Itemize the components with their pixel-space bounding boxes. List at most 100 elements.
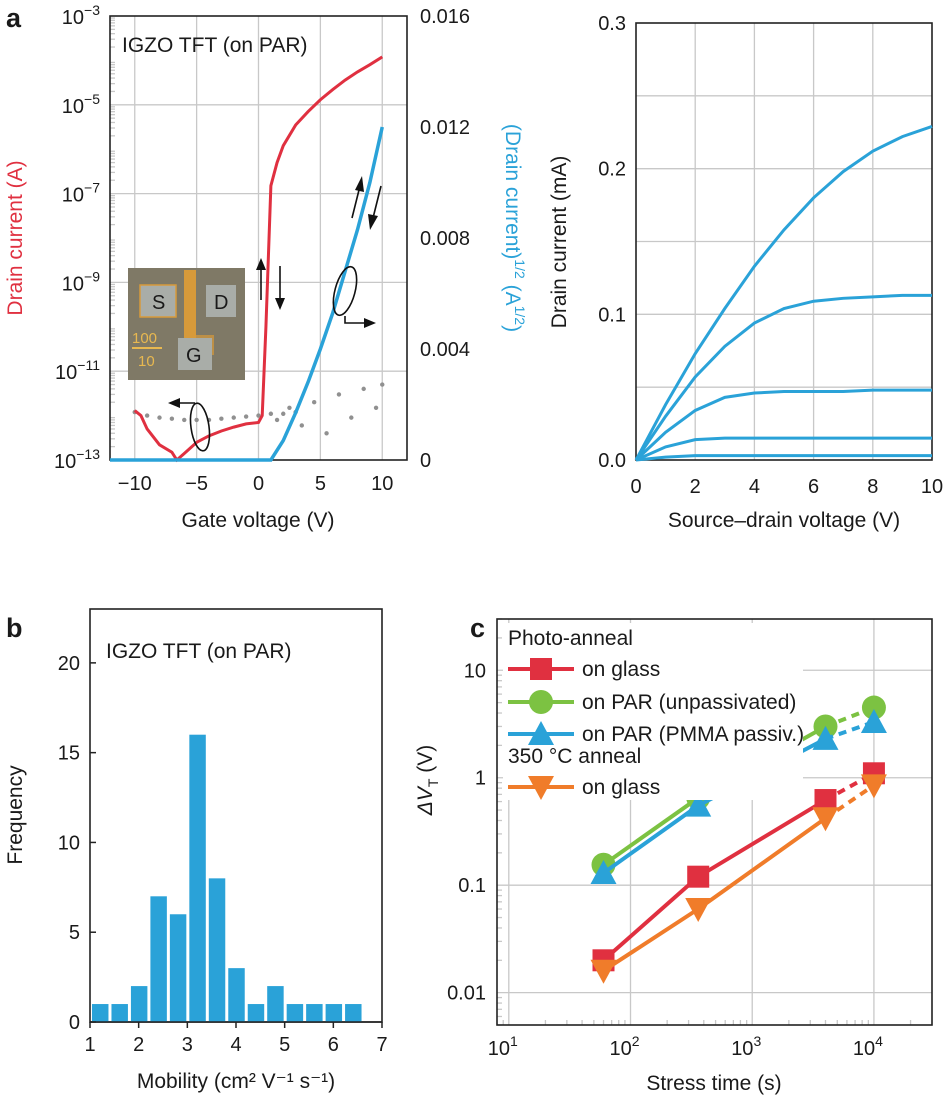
x-tick-label: 5 xyxy=(279,1034,290,1056)
data-marker-square xyxy=(814,789,837,812)
x-tick-label: 8 xyxy=(867,476,878,498)
panel-c-x-ticks: 101 102 103 104 xyxy=(488,1033,883,1060)
panel-c-threshold-shift-plot: Photo-anneal 350 °C anneal on glass on PA… xyxy=(414,618,933,1095)
data-marker-triangle-down xyxy=(590,959,617,984)
panel-a-x-label: Gate voltage (V) xyxy=(182,509,335,532)
inset-ratio-bottom: 10 xyxy=(138,353,155,370)
legend-swatch-circle xyxy=(529,690,553,714)
x-tick-label: 10 xyxy=(921,476,943,498)
legend-swatch-triangle-down xyxy=(528,776,554,800)
gray-sweep-point xyxy=(243,414,249,419)
y-tick-label: 5 xyxy=(69,922,80,944)
histogram-bar xyxy=(345,1004,362,1022)
histogram-bar xyxy=(228,968,245,1022)
output-curve-0 xyxy=(634,125,933,461)
drain-current-log-line xyxy=(133,55,384,463)
gray-noise-point xyxy=(274,417,280,423)
gray-sweep-point xyxy=(144,413,150,418)
panel-c-y-label: ΔVT (V) xyxy=(414,745,441,817)
x-tick-label: 10 xyxy=(371,473,393,495)
panel-b-annotation: IGZO TFT (on PAR) xyxy=(106,640,292,663)
x-tick-label: 2 xyxy=(133,1034,144,1056)
histogram-bar xyxy=(306,1004,323,1022)
gray-sweep-point xyxy=(268,411,274,416)
x-tick-label: 6 xyxy=(328,1034,339,1056)
x-tick-label: 1 xyxy=(84,1034,95,1056)
gray-sweep-point xyxy=(219,416,224,421)
y-tick-label: 0.3 xyxy=(598,13,626,35)
panel-b-bars xyxy=(92,734,362,1022)
x-tick-label: 102 xyxy=(609,1033,639,1060)
left-y-tick-label: 10−9 xyxy=(62,268,100,295)
panel-a-output-frame xyxy=(635,22,933,461)
panel-c-frame xyxy=(496,618,933,1026)
y-tick-label: 0.01 xyxy=(447,983,486,1005)
data-marker-triangle-down xyxy=(685,898,712,923)
y-tick-label: 10 xyxy=(464,660,486,682)
panel-a-right-y-label: (Drain current)1/2 (A1/2) xyxy=(501,124,528,332)
x-tick-label: 7 xyxy=(376,1034,387,1056)
x-tick-label: 104 xyxy=(853,1033,883,1060)
panel-b-y-ticks: 0 5 10 15 20 xyxy=(58,653,96,1034)
x-tick-label: 2 xyxy=(690,476,701,498)
gray-noise-point xyxy=(336,392,342,397)
gray-sweep-point xyxy=(231,415,236,420)
histogram-bar xyxy=(111,1004,128,1022)
histogram-bar xyxy=(325,1004,343,1022)
gray-noise-point xyxy=(380,382,385,387)
panel-a-output-gridlines xyxy=(636,23,932,460)
right-y-tick-label: 0.008 xyxy=(420,228,470,250)
output-curve-4 xyxy=(635,454,932,462)
right-y-tick-label: 0.004 xyxy=(420,339,470,361)
inset-drain-label: D xyxy=(214,292,228,314)
x-tick-label: 4 xyxy=(230,1034,241,1056)
panel-c-y-ticks: 10 1 0.1 0.01 xyxy=(447,660,486,1004)
gray-noise-point xyxy=(373,405,379,410)
x-tick-label: 0 xyxy=(630,476,641,498)
panel-b-frame xyxy=(89,608,383,1023)
histogram-bar xyxy=(286,1004,304,1022)
x-tick-label: −10 xyxy=(118,473,152,495)
y-tick-label: 0.2 xyxy=(598,159,626,181)
inset-ratio-top: 100 xyxy=(132,330,157,347)
data-marker-triangle-up xyxy=(590,859,617,884)
sqrt-drain-current-line xyxy=(110,126,384,462)
y-tick-label: 0.1 xyxy=(458,875,486,897)
panel-a-output-y-ticks: 0.0 0.1 0.2 0.3 xyxy=(598,13,626,472)
panel-label-a: a xyxy=(6,3,22,33)
panel-label-b: b xyxy=(6,613,23,643)
histogram-bar xyxy=(150,896,167,1022)
left-y-tick-label: 10−7 xyxy=(62,180,100,207)
gray-noise-point xyxy=(361,386,366,392)
panel-b-x-ticks: 1 2 3 4 5 6 7 xyxy=(84,1022,388,1056)
histogram-bar xyxy=(130,986,148,1022)
legend-entry-label: on glass xyxy=(582,776,660,799)
panel-a-gridlines xyxy=(110,16,407,460)
left-y-tick-label: 10−11 xyxy=(55,357,100,384)
legend-swatch-square xyxy=(530,658,552,680)
gray-sweep-point xyxy=(194,417,199,423)
panel-a-left-y-label: Drain current (A) xyxy=(4,160,27,315)
x-tick-label: 5 xyxy=(315,473,326,495)
data-marker-triangle-down xyxy=(812,807,839,832)
panel-a-x-ticks: −10 −5 0 5 10 xyxy=(118,473,394,495)
panel-a-series xyxy=(110,55,385,463)
legend-entry-label: on glass xyxy=(582,658,660,681)
legend-entry-label: on PAR (PMMA passiv.) xyxy=(582,723,804,746)
gray-noise-point xyxy=(287,405,292,410)
series-line-0 xyxy=(602,798,827,962)
data-marker-square xyxy=(687,865,710,888)
data-marker-triangle-up xyxy=(812,725,839,750)
output-curve-2 xyxy=(634,388,932,462)
gray-sweep-point xyxy=(256,413,261,418)
data-marker-circle xyxy=(861,695,886,720)
panel-c-legend: Photo-anneal 350 °C anneal on glass on PA… xyxy=(503,623,804,800)
legend-entry-label: on PAR (unpassivated) xyxy=(582,691,796,714)
panel-a-left-y-ticks: 10−3 10−5 10−7 10−9 10−11 10−13 xyxy=(54,2,100,473)
panel-a-output-x-label: Source–drain voltage (V) xyxy=(668,509,900,532)
panel-c-x-label: Stress time (s) xyxy=(646,1072,781,1095)
inset-source-label: S xyxy=(152,292,165,314)
left-y-tick-label: 10−13 xyxy=(54,446,100,473)
panel-b-histogram: IGZO TFT (on PAR) 1 2 3 4 5 6 7 0 5 10 15 20 Mobil… xyxy=(4,608,388,1093)
